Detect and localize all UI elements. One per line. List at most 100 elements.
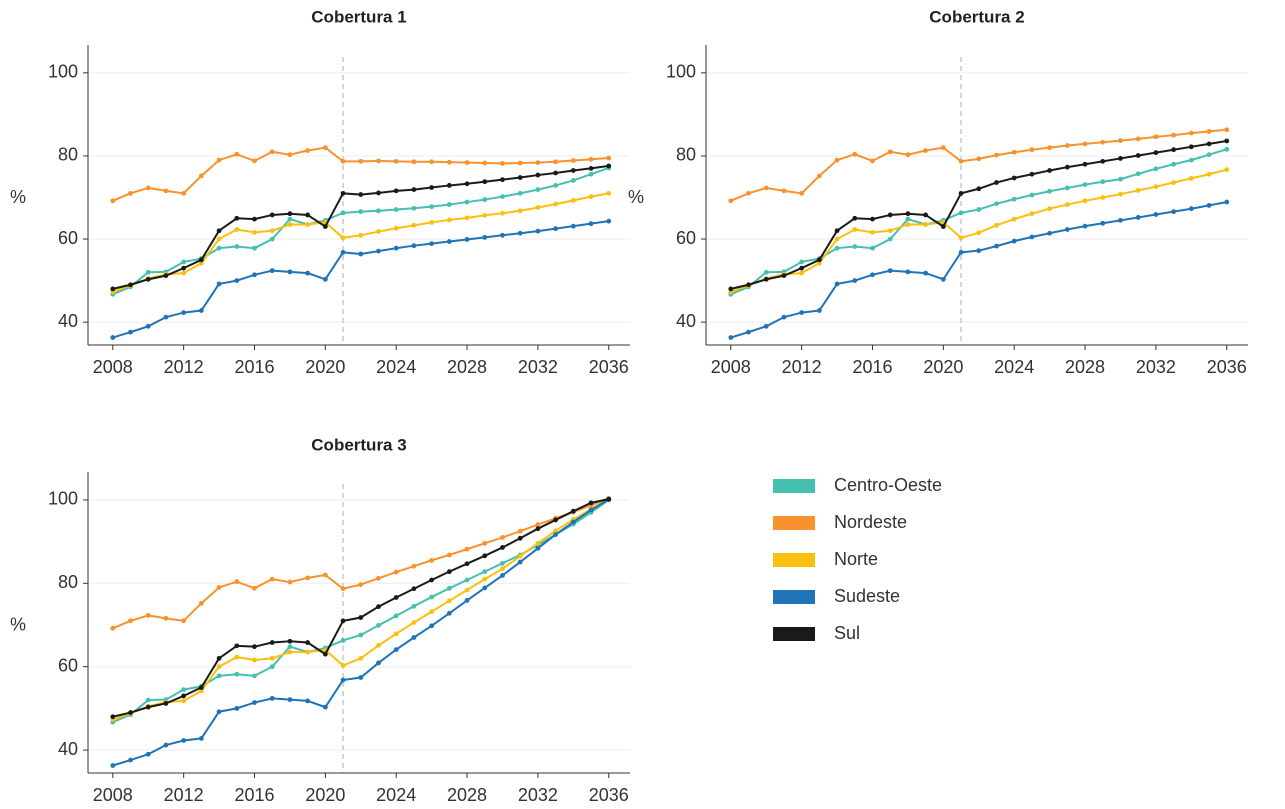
point: [145, 704, 151, 710]
point: [517, 160, 523, 166]
point: [870, 229, 875, 235]
point: [429, 623, 435, 629]
point: [269, 228, 275, 234]
series-line: [730, 201, 1227, 339]
point: [198, 260, 204, 266]
point: [482, 234, 488, 240]
point: [994, 152, 999, 158]
legend-swatch: [773, 516, 815, 530]
point: [234, 278, 240, 283]
legend-label: Nordeste: [834, 512, 907, 532]
point: [358, 209, 364, 215]
point: [322, 224, 328, 229]
point: [588, 500, 594, 506]
point: [570, 158, 576, 163]
point: [958, 210, 964, 216]
point: [1206, 202, 1212, 208]
x-tick-label: 2012: [164, 357, 204, 377]
point: [181, 190, 187, 196]
point: [198, 308, 204, 313]
point: [429, 557, 435, 563]
point: [305, 698, 311, 704]
point: [110, 625, 116, 631]
point: [269, 268, 275, 274]
series-line: [112, 498, 609, 718]
point: [252, 673, 257, 679]
point: [198, 257, 204, 263]
point: [923, 222, 929, 227]
point: [163, 273, 169, 279]
point: [1011, 196, 1017, 202]
point: [145, 323, 151, 329]
point: [482, 197, 488, 202]
point: [1118, 191, 1123, 197]
point: [446, 202, 452, 207]
point: [110, 198, 116, 204]
point: [376, 229, 381, 234]
point: [1029, 171, 1035, 177]
point: [799, 259, 805, 265]
chart-title: Cobertura 1: [311, 7, 406, 26]
point: [994, 243, 999, 249]
point: [269, 695, 275, 701]
point: [198, 735, 204, 741]
y-tick-label: 80: [58, 572, 78, 592]
point: [464, 546, 470, 552]
point: [376, 604, 381, 610]
y-tick-label: 40: [676, 311, 696, 331]
point: [216, 228, 222, 234]
point: [411, 603, 417, 609]
point: [376, 190, 381, 196]
point: [446, 569, 452, 575]
point: [163, 314, 169, 320]
point: [976, 186, 982, 192]
point: [816, 308, 822, 313]
point: [145, 269, 151, 275]
point: [746, 282, 751, 288]
point: [411, 586, 417, 592]
point: [1029, 234, 1035, 240]
point: [535, 526, 541, 532]
point: [340, 158, 346, 164]
point: [482, 553, 488, 559]
point: [570, 168, 576, 173]
point: [482, 569, 488, 575]
point: [870, 216, 875, 222]
point: [252, 657, 257, 663]
point: [1100, 195, 1106, 200]
point: [816, 257, 822, 263]
point: [1135, 171, 1141, 177]
point: [1224, 146, 1230, 152]
point: [376, 575, 381, 581]
point: [976, 207, 982, 212]
point: [940, 224, 946, 229]
point: [1011, 149, 1017, 155]
point: [887, 212, 893, 218]
point: [1118, 156, 1123, 161]
point: [128, 618, 133, 624]
point: [535, 540, 541, 546]
point: [517, 559, 523, 565]
legend-label: Sudeste: [834, 586, 900, 606]
point: [252, 216, 257, 222]
point: [500, 560, 505, 566]
point: [500, 566, 505, 572]
point: [1082, 141, 1088, 147]
point: [535, 160, 541, 165]
point: [163, 742, 169, 748]
point: [358, 158, 364, 164]
point: [181, 738, 187, 743]
series-line: [112, 497, 610, 630]
point: [1047, 206, 1053, 212]
point: [570, 223, 576, 229]
point: [216, 673, 222, 679]
legend-swatch: [773, 627, 815, 641]
point: [870, 245, 875, 251]
chart-title: Cobertura 3: [311, 435, 406, 454]
point: [976, 248, 982, 254]
point: [799, 310, 805, 315]
point: [1047, 230, 1053, 236]
x-tick-label: 2036: [589, 785, 629, 805]
point: [393, 188, 399, 194]
point: [145, 185, 151, 191]
